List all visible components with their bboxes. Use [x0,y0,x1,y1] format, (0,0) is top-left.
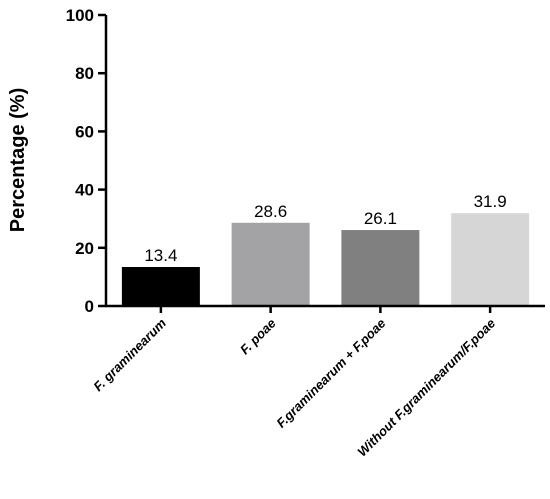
x-tick-label: F. poae [237,316,279,358]
bar-value-label: 26.1 [364,209,397,228]
y-axis-title: Percentage (%) [7,88,29,233]
bar-value-label: 28.6 [254,202,287,221]
y-tick-label: 20 [75,239,94,258]
bar [121,267,200,306]
bar-value-label: 31.9 [474,192,507,211]
bar [451,213,530,306]
bar [341,230,420,306]
bar [231,222,310,306]
x-tick-label: F. graminearum [90,315,169,394]
x-tick-label: F.graminearum + F.poae [273,316,388,431]
y-tick-label: 80 [75,64,94,83]
y-tick-label: 60 [75,122,94,141]
y-tick-label: 100 [66,6,94,25]
bar-value-label: 13.4 [144,246,177,265]
y-tick-label: 0 [85,297,94,316]
y-tick-label: 40 [75,181,94,200]
